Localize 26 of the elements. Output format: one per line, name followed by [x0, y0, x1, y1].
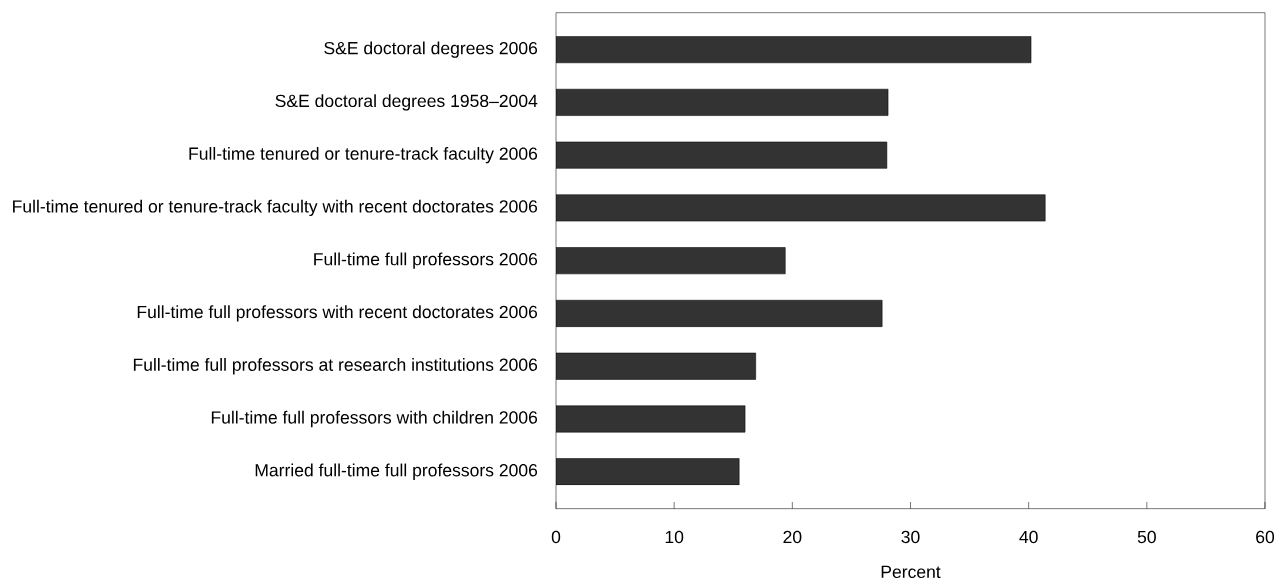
- y-tick-label: Full-time full professors with children 2006: [211, 410, 538, 428]
- bar: [556, 36, 1032, 64]
- y-tick-label: Full-time tenured or tenure-track faculty 2006: [189, 147, 538, 164]
- x-tick-label: 10: [665, 530, 684, 544]
- bar: [556, 352, 756, 380]
- bar: [556, 89, 889, 117]
- y-tick-label: S&E doctoral degrees 1958–2004: [275, 94, 538, 111]
- x-tick-label: 50: [1137, 530, 1156, 544]
- bar: [556, 458, 740, 486]
- y-tick-label: Full-time tenured or tenure-track faculty with recent doctorates 2006: [13, 199, 538, 217]
- y-tick-label: Full-time full professors 2006: [314, 252, 538, 270]
- bar: [556, 300, 883, 328]
- bar: [556, 247, 786, 275]
- bar: [556, 141, 888, 169]
- x-tick-label: 0: [551, 530, 561, 544]
- y-tick-label: Married full-time full professors 2006: [255, 463, 538, 481]
- x-tick-label: 40: [1019, 530, 1038, 544]
- bar: [556, 405, 746, 433]
- y-tick-label: Full-time full professors at research institutions 2006: [133, 358, 538, 375]
- x-axis-title: Percent: [881, 565, 941, 579]
- x-tick-label: 60: [1256, 530, 1275, 544]
- x-tick-label: 30: [901, 530, 920, 544]
- y-tick-label: Full-time full professors with recent doctorates 2006: [137, 305, 538, 322]
- y-tick-label: S&E doctoral degrees 2006: [324, 41, 538, 58]
- x-tick-label: 20: [783, 530, 802, 544]
- bar: [556, 194, 1046, 222]
